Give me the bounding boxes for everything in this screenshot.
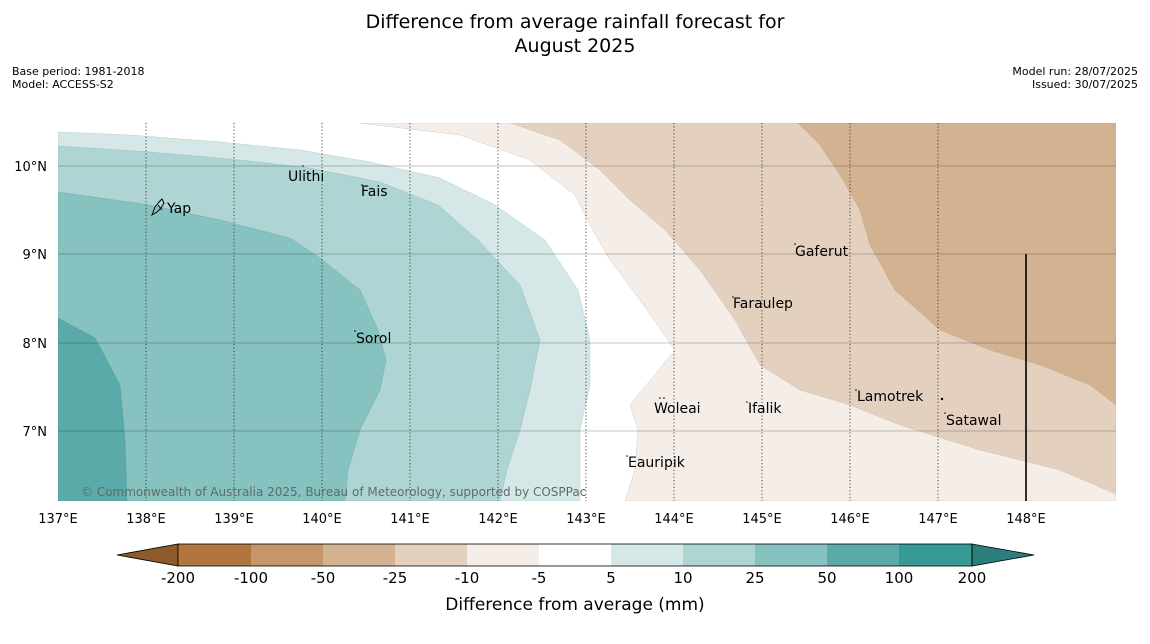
colorbar-right-extension [971, 543, 1035, 567]
lon-tick-147e: 147°E [918, 512, 958, 527]
place-label-yap: Yap [166, 201, 191, 217]
marker-faraulep [732, 296, 734, 298]
marker-eauripik [626, 455, 628, 457]
colorbar-tick-12: 200 [958, 569, 987, 587]
place-label-lamotrek: Lamotrek [857, 389, 924, 405]
latitude-gridlines [58, 165, 1116, 432]
colorbar-tick-2: -100 [234, 569, 268, 587]
colorbar-tick-11: 100 [885, 569, 914, 587]
colorbar-segment-9 [755, 544, 827, 566]
base-period: Base period: 1981-2018 [12, 65, 145, 78]
colorbar-segment-10 [827, 544, 899, 566]
latitude-tick-labels: 10°N 9°N 8°N 7°N [14, 160, 47, 440]
lon-tick-142e: 142°E [478, 512, 518, 527]
lat-tick-7n: 7°N [23, 425, 48, 440]
model-name: Model: ACCESS-S2 [12, 78, 114, 91]
colorbar-tick-8: 10 [673, 569, 692, 587]
band-plus-50 [58, 317, 128, 501]
place-label-gaferut: Gaferut [795, 244, 849, 260]
colorbar-outline [177, 543, 973, 567]
band-plus-25 [58, 191, 387, 501]
colorbar-segment-2 [251, 544, 323, 566]
colorbar-segment-5 [467, 544, 539, 566]
colorbar-tick-7: 5 [606, 569, 616, 587]
lon-tick-139e: 139°E [214, 512, 254, 527]
lon-tick-140e: 140°E [302, 512, 342, 527]
title-line-1: Difference from average rainfall forecas… [365, 11, 785, 33]
model-run: Model run: 28/07/2025 [1012, 65, 1138, 78]
copyright-credit: © Commonwealth of Australia 2025, Bureau… [81, 485, 586, 499]
colorbar-title: Difference from average (mm) [445, 595, 704, 615]
colorbar-tick-4: -25 [383, 569, 408, 587]
colorbar-segment-4 [395, 544, 467, 566]
lon-tick-146e: 146°E [830, 512, 870, 527]
yap-island-shape [151, 198, 165, 217]
marker-sorol [354, 330, 356, 332]
colorbar-segment-7 [611, 544, 683, 566]
colorbar-segment-1 [178, 544, 251, 566]
marker-woleai-1 [659, 397, 661, 399]
place-label-satawal: Satawal [946, 413, 1001, 429]
rainfall-field: © Commonwealth of Australia 2025, Bureau… [58, 123, 1116, 501]
marker-ifalik [746, 401, 748, 403]
place-markers [302, 165, 946, 457]
meta-left: Base period: 1981-2018 Model: ACCESS-S2 [12, 65, 144, 91]
place-label-eauripik: Eauripik [628, 455, 686, 471]
map-title: Difference from average rainfall forecas… [0, 10, 1150, 58]
lon-tick-144e: 144°E [654, 512, 694, 527]
colorbar-segment-11 [899, 544, 972, 566]
colorbar-tick-1: -200 [161, 569, 195, 587]
marker-woleai-2 [663, 397, 665, 399]
lon-tick-143e: 143°E [566, 512, 606, 527]
lat-tick-8n: 8°N [23, 337, 48, 352]
issued-date: Issued: 30/07/2025 [1031, 78, 1138, 91]
colorbar-tick-3: -50 [311, 569, 336, 587]
meta-right: Model run: 28/07/2025 Issued: 30/07/2025 [1012, 65, 1138, 91]
colorbar: -200 -100 -50 -25 -10 -5 5 10 25 50 100 … [116, 543, 1035, 615]
colorbar-tick-labels: -200 -100 -50 -25 -10 -5 5 10 25 50 100 … [161, 569, 986, 587]
lon-tick-141e: 141°E [390, 512, 430, 527]
marker-fais [361, 184, 363, 186]
colorbar-tick-6: -5 [532, 569, 547, 587]
colorbar-segment-8 [683, 544, 755, 566]
marker-lamotrek-east [940, 397, 944, 401]
marker-gaferut [794, 243, 796, 245]
lon-tick-148e: 148°E [1006, 512, 1046, 527]
band-minus-25 [797, 123, 1116, 406]
place-label-woleai: Woleai [654, 401, 701, 417]
lat-tick-10n: 10°N [14, 160, 47, 175]
marker-satawal [944, 412, 946, 414]
lon-tick-145e: 145°E [742, 512, 782, 527]
place-labels: Yap Ulithi Fais Sorol Gaferut Faraulep W… [166, 169, 1001, 471]
colorbar-tick-9: 25 [745, 569, 764, 587]
place-label-faraulep: Faraulep [733, 296, 793, 312]
place-label-fais: Fais [361, 184, 388, 200]
title-line-2: August 2025 [514, 35, 636, 57]
lat-tick-9n: 9°N [23, 248, 48, 263]
lon-tick-137e: 137°E [38, 512, 78, 527]
colorbar-segment-6 [539, 544, 611, 566]
longitude-tick-labels: 137°E 138°E 139°E 140°E 141°E 142°E 143°… [38, 512, 1046, 527]
place-label-ulithi: Ulithi [288, 169, 324, 185]
colorbar-tick-10: 50 [817, 569, 836, 587]
lon-tick-138e: 138°E [126, 512, 166, 527]
place-label-sorol: Sorol [356, 331, 391, 347]
place-label-ifalik: Ifalik [748, 401, 782, 417]
colorbar-segment-3 [323, 544, 395, 566]
colorbar-tick-5: -10 [455, 569, 480, 587]
colorbar-left-extension [116, 543, 179, 567]
marker-ulithi [302, 165, 304, 167]
marker-lamotrek [855, 389, 857, 391]
